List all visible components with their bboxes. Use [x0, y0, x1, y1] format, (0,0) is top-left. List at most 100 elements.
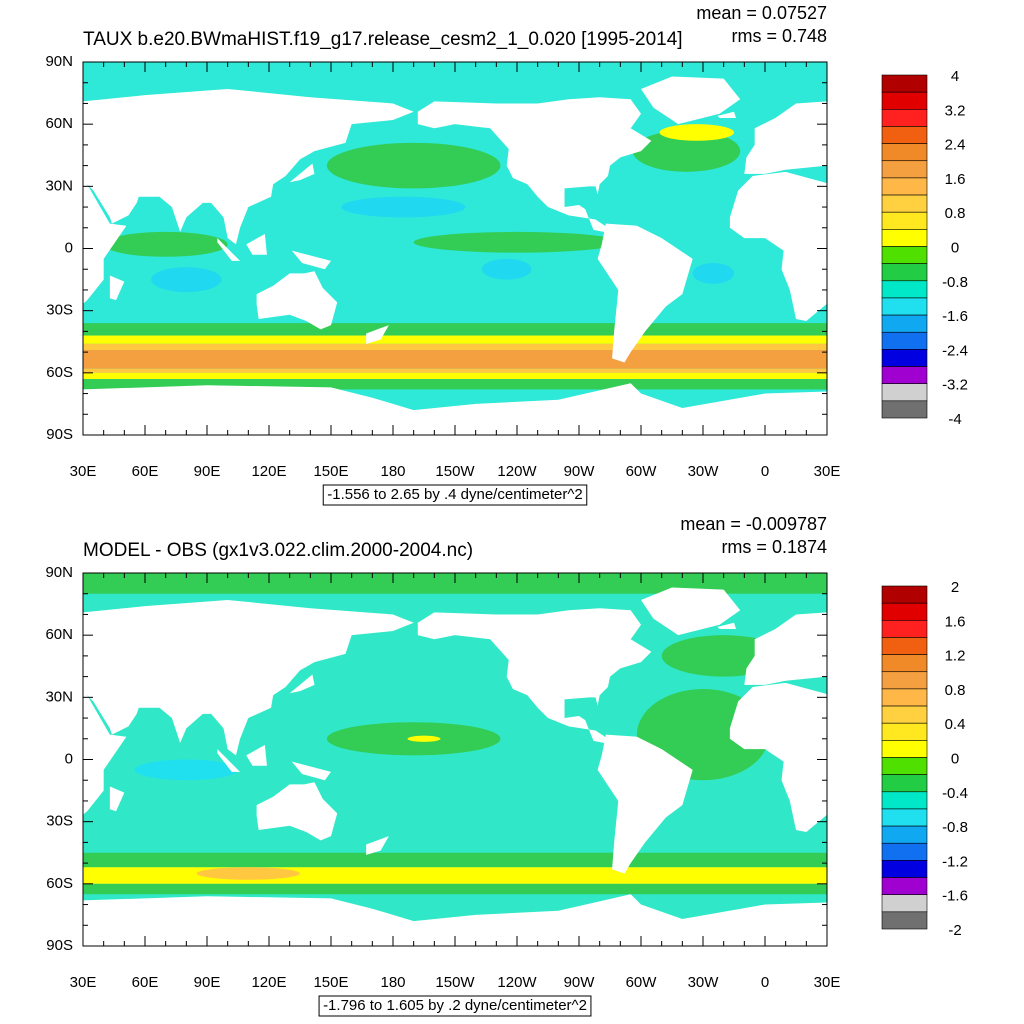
- contour-info: -1.556 to 2.65 by .4 dyne/centimeter^2: [327, 486, 583, 503]
- colorbar-swatch: [881, 400, 928, 419]
- lon-label: 150E: [313, 974, 348, 991]
- colorbar-swatch: [881, 349, 928, 367]
- lat-label: 90N: [45, 564, 73, 581]
- lon-label: 30W: [688, 974, 720, 991]
- colorbar-swatch: [881, 654, 928, 673]
- lon-label: 120W: [497, 974, 537, 991]
- lat-label: 0: [65, 239, 73, 256]
- colorbar-label: 4: [951, 68, 959, 85]
- lon-label: 180: [380, 974, 405, 991]
- panel-title: MODEL - OBS (gx1v3.022.clim.2000-2004.nc…: [83, 540, 473, 561]
- lon-label: 180: [380, 463, 405, 480]
- colorbar-swatch: [881, 757, 928, 775]
- colorbar-swatch: [881, 331, 928, 350]
- rms-stat: rms = 0.748: [731, 26, 827, 46]
- colorbar-swatch: [881, 126, 928, 144]
- colorbar-swatch: [881, 211, 928, 230]
- lon-label: 60E: [132, 463, 159, 480]
- colorbar-label: 1.2: [945, 648, 966, 665]
- colorbar-swatch: [881, 246, 928, 264]
- colorbar-swatch: [881, 585, 928, 604]
- colorbar-swatch: [881, 825, 928, 844]
- lat-label: 90S: [46, 937, 73, 954]
- lat-label: 60S: [46, 875, 73, 892]
- colorbar-swatch: [881, 91, 928, 110]
- colorbar-label: -1.6: [942, 308, 968, 325]
- lat-label: 90N: [45, 53, 73, 70]
- lat-label: 0: [65, 750, 73, 767]
- colorbar-swatch: [881, 177, 928, 196]
- lat-label: 30N: [45, 177, 73, 194]
- lon-label: 120E: [251, 463, 286, 480]
- contour-info-box: [318, 995, 592, 1017]
- colorbar-swatch: [881, 160, 928, 179]
- lat-label: 30S: [46, 813, 73, 830]
- colorbar-label: 1.6: [945, 613, 966, 630]
- colorbar-label: 2: [951, 579, 959, 596]
- lon-label: 150W: [435, 974, 475, 991]
- lon-label: 30E: [814, 463, 841, 480]
- colorbar-swatch: [881, 619, 928, 638]
- colorbar-swatch: [881, 263, 928, 282]
- colorbar-label: -0.8: [942, 274, 968, 291]
- colorbar-swatch: [881, 791, 928, 810]
- colorbar-label: 3.2: [945, 102, 966, 119]
- lat-label: 30S: [46, 302, 73, 319]
- colorbar-swatch: [881, 143, 928, 162]
- rms-stat: rms = 0.1874: [721, 537, 827, 557]
- lon-label: 30W: [688, 463, 720, 480]
- lon-label: 60E: [132, 974, 159, 991]
- contour-info-box: [322, 484, 588, 506]
- colorbar-swatch: [881, 109, 928, 127]
- colorbar-label: -0.8: [942, 819, 968, 836]
- lon-label: 30E: [70, 463, 97, 480]
- colorbar-swatch: [881, 366, 928, 384]
- colorbar-label: -2: [948, 922, 961, 939]
- mean-stat: mean = 0.07527: [696, 3, 827, 23]
- lat-label: 30N: [45, 688, 73, 705]
- colorbar-label: 0: [951, 750, 959, 767]
- lon-label: 120W: [497, 463, 537, 480]
- colorbar-swatch: [881, 297, 928, 316]
- colorbar-swatch: [881, 705, 928, 724]
- colorbar-swatch: [881, 383, 928, 402]
- colorbar-swatch: [881, 229, 928, 247]
- lon-label: 90E: [194, 974, 221, 991]
- colorbar-swatch: [881, 280, 928, 299]
- mean-stat: mean = -0.009787: [680, 514, 827, 534]
- colorbar-swatch: [881, 637, 928, 655]
- colorbar-label: 0.8: [945, 205, 966, 222]
- contour-info: -1.796 to 1.605 by .2 dyne/centimeter^2: [323, 997, 587, 1014]
- map-top: [0, 62, 827, 435]
- lon-label: 90E: [194, 463, 221, 480]
- colorbar-label: -4: [948, 411, 961, 428]
- lat-label: 60N: [45, 115, 73, 132]
- colorbar-swatch: [881, 740, 928, 758]
- colorbar-label: -3.2: [942, 377, 968, 394]
- lon-label: 90W: [564, 463, 596, 480]
- colorbar-swatch: [881, 722, 928, 741]
- colorbar-label: -0.4: [942, 785, 968, 802]
- map-bottom: [0, 573, 827, 946]
- colorbar-swatch: [881, 877, 928, 895]
- colorbar-label: -1.2: [942, 853, 968, 870]
- lon-label: 0: [761, 974, 769, 991]
- colorbar-swatch: [881, 74, 928, 93]
- panel-title: TAUX b.e20.BWmaHIST.f19_g17.release_cesm…: [83, 29, 683, 50]
- lon-label: 60W: [626, 974, 658, 991]
- colorbar-swatch: [881, 894, 928, 913]
- colorbar-swatch: [881, 860, 928, 878]
- colorbar-label: 2.4: [945, 137, 966, 154]
- colorbar-swatch: [881, 671, 928, 690]
- colorbar-label: -1.6: [942, 888, 968, 905]
- lon-label: 120E: [251, 974, 286, 991]
- lat-label: 60S: [46, 364, 73, 381]
- lon-label: 150E: [313, 463, 348, 480]
- lon-label: 150W: [435, 463, 475, 480]
- colorbar-swatch: [881, 194, 928, 213]
- colorbar-label: 1.6: [945, 171, 966, 188]
- colorbar-label: 0: [951, 239, 959, 256]
- colorbar-swatch: [881, 842, 928, 861]
- lat-label: 90S: [46, 426, 73, 443]
- colorbar-swatch: [881, 314, 928, 333]
